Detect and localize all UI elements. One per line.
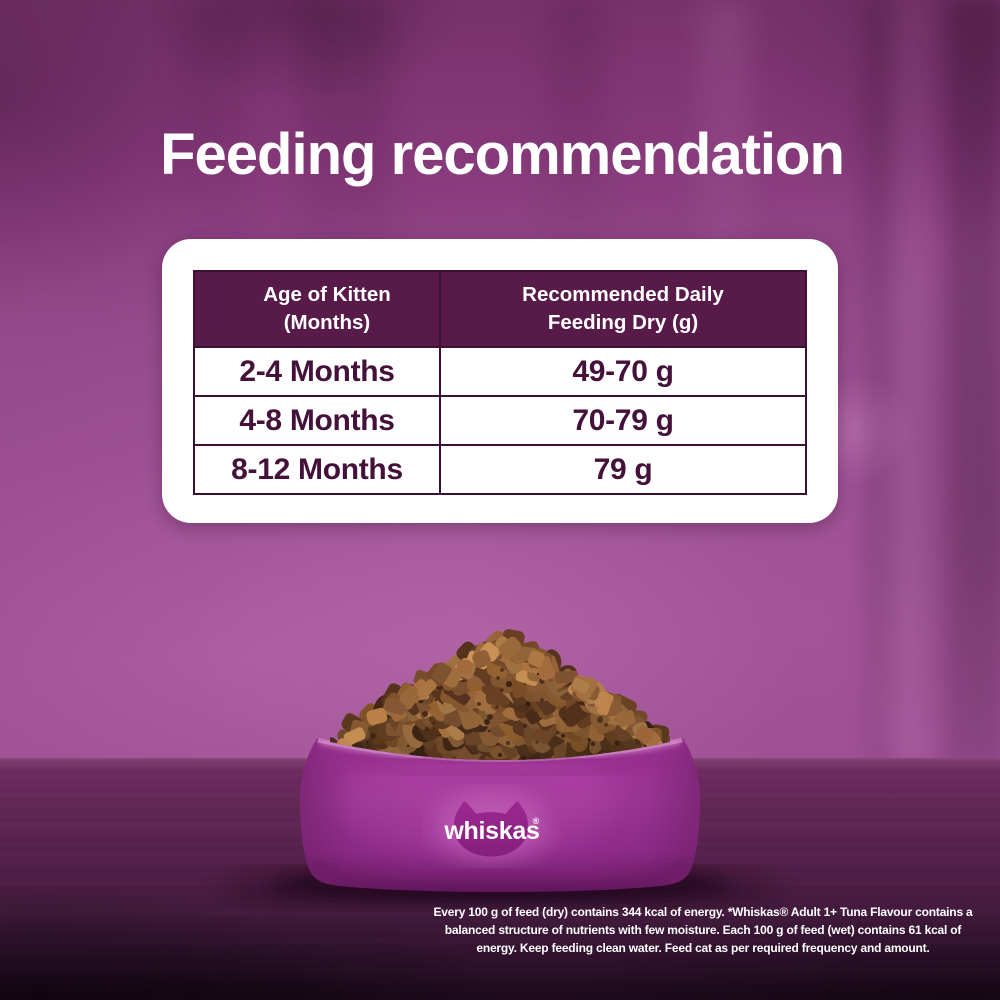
svg-text:®: ®	[533, 816, 540, 826]
svg-text:whiskas: whiskas	[443, 817, 539, 845]
